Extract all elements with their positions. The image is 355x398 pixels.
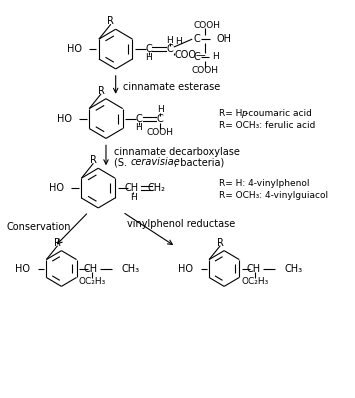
Text: R= OCH₃: ferulic acid: R= OCH₃: ferulic acid (219, 121, 316, 130)
Text: COOH: COOH (147, 128, 174, 137)
Text: H: H (213, 53, 219, 62)
Text: ceravisiae: ceravisiae (130, 157, 180, 167)
Text: C: C (157, 113, 164, 123)
Text: H: H (157, 105, 164, 114)
Text: H: H (175, 37, 182, 46)
Text: -coumaric acid: -coumaric acid (245, 109, 311, 118)
Text: cinnamate esterase: cinnamate esterase (124, 82, 221, 92)
Text: R: R (217, 238, 224, 248)
Text: H: H (166, 35, 173, 45)
Text: COO—: COO— (175, 50, 207, 60)
Text: R= H: 4-vinylphenol: R= H: 4-vinylphenol (219, 179, 310, 187)
Text: R: R (90, 155, 97, 165)
Text: cinnamate decarboxylase: cinnamate decarboxylase (114, 147, 240, 157)
Text: C: C (194, 52, 201, 62)
Text: R: R (108, 16, 114, 26)
Text: COOH: COOH (191, 66, 218, 75)
Text: R= OCH₃: 4-vinylguiacol: R= OCH₃: 4-vinylguiacol (219, 191, 328, 199)
Text: CH₃: CH₃ (284, 263, 302, 273)
Text: HO: HO (178, 263, 193, 273)
Text: HO: HO (67, 44, 82, 54)
Text: R: R (54, 238, 61, 248)
Text: R: R (98, 86, 105, 96)
Text: Conservation: Conservation (6, 222, 71, 232)
Text: HO: HO (16, 263, 31, 273)
Text: HO: HO (49, 183, 64, 193)
Text: OC₂H₃: OC₂H₃ (241, 277, 269, 286)
Text: CH₂: CH₂ (147, 183, 165, 193)
Text: C: C (194, 34, 201, 44)
Text: p: p (241, 109, 246, 118)
Text: vinylphenol reductase: vinylphenol reductase (127, 219, 236, 229)
Text: R= H:: R= H: (219, 109, 248, 118)
Text: C: C (145, 44, 152, 54)
Text: , bacteria): , bacteria) (174, 157, 224, 167)
Text: COOH: COOH (193, 21, 220, 30)
Text: CH₃: CH₃ (121, 263, 140, 273)
Text: C: C (166, 44, 173, 54)
Text: H: H (145, 53, 152, 62)
Text: HO: HO (57, 113, 72, 123)
Text: H: H (130, 193, 136, 201)
Text: CH: CH (83, 263, 98, 273)
Text: OH: OH (217, 34, 231, 44)
Text: C: C (136, 113, 142, 123)
Text: CH: CH (124, 183, 138, 193)
Text: OC₂H₃: OC₂H₃ (79, 277, 106, 286)
Text: (S.: (S. (114, 157, 130, 167)
Text: H: H (136, 123, 142, 132)
Text: CH: CH (246, 263, 260, 273)
